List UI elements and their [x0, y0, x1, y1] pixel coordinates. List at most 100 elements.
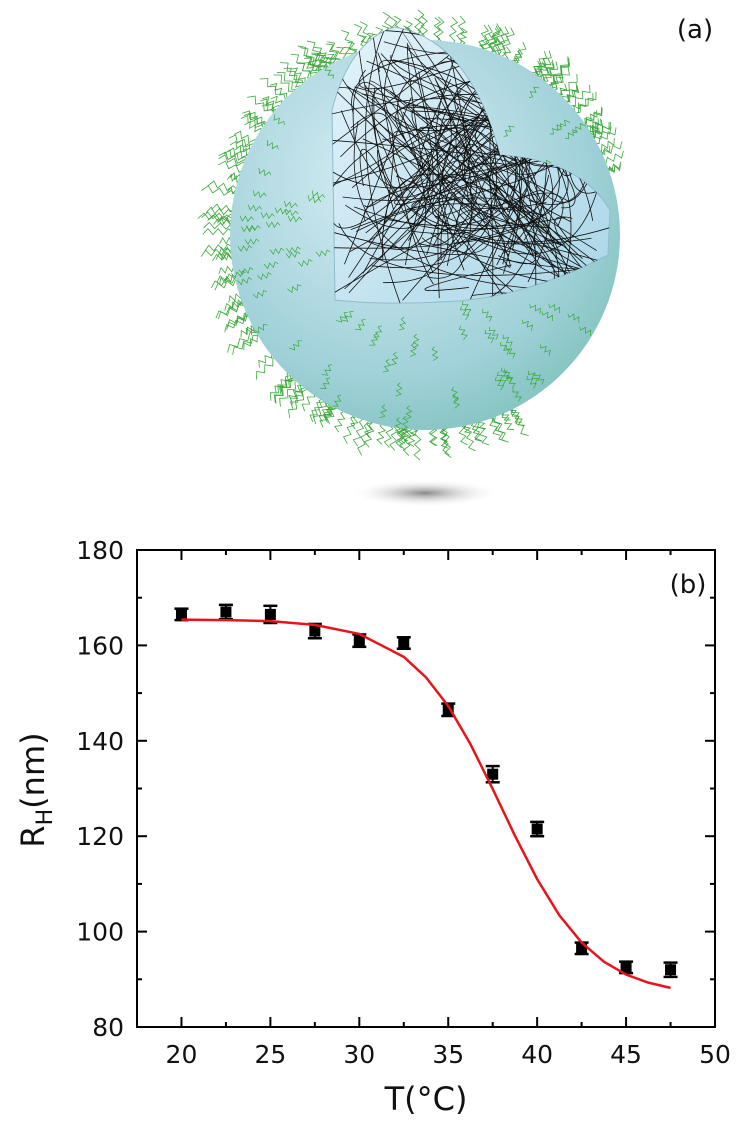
hair	[551, 67, 570, 92]
hair	[379, 404, 387, 419]
hair	[528, 370, 539, 384]
data-point	[396, 636, 411, 650]
hair	[494, 376, 505, 391]
fiber	[361, 93, 518, 163]
hair	[269, 374, 292, 401]
hair	[433, 17, 442, 43]
hair	[262, 95, 281, 110]
hair	[197, 212, 233, 222]
hair	[243, 334, 263, 351]
hair	[413, 428, 422, 461]
hair	[534, 50, 552, 77]
hair	[593, 127, 617, 144]
hair	[478, 24, 490, 52]
hair	[342, 414, 356, 444]
hair	[528, 86, 540, 98]
hair	[300, 47, 321, 74]
hair	[352, 418, 365, 447]
fiber	[460, 203, 539, 253]
hair	[336, 312, 348, 323]
y-tick-label: 140	[76, 727, 124, 756]
hair	[274, 372, 293, 394]
hair	[463, 423, 476, 452]
fiber	[406, 43, 424, 171]
hair	[503, 368, 514, 383]
fiber	[435, 34, 551, 228]
hair	[290, 67, 306, 83]
hair	[319, 52, 332, 66]
hair	[501, 413, 515, 431]
hair	[289, 340, 302, 351]
hair	[574, 91, 597, 114]
hair	[219, 274, 236, 285]
hair	[488, 27, 500, 55]
x-tick-label: 30	[343, 1040, 375, 1069]
hair	[232, 334, 260, 355]
hair	[307, 195, 322, 204]
hair	[303, 61, 318, 77]
hair	[405, 405, 413, 420]
y-tick-label: 80	[92, 1013, 124, 1042]
fiber	[351, 127, 485, 188]
hair	[321, 364, 333, 376]
x-tick-label: 35	[432, 1040, 464, 1069]
y-title-sub: H	[33, 809, 58, 826]
fiber	[338, 223, 610, 276]
hair	[503, 125, 515, 137]
hair	[390, 351, 399, 366]
panel-label: (a)	[677, 15, 713, 45]
hair	[218, 154, 248, 167]
hair	[596, 138, 615, 152]
marker	[175, 608, 187, 620]
hair	[218, 304, 245, 320]
fiber	[332, 150, 560, 249]
hair	[265, 221, 281, 229]
hair	[580, 106, 602, 126]
hair	[260, 212, 275, 220]
hair	[431, 346, 439, 362]
marker	[442, 704, 454, 716]
hair	[355, 318, 366, 331]
hair	[242, 110, 268, 127]
hair	[522, 319, 534, 331]
hair	[573, 93, 594, 114]
plot-frame	[136, 549, 716, 1028]
hair	[491, 416, 507, 442]
hair	[239, 215, 254, 223]
hair	[477, 421, 490, 446]
x-tick-label: 20	[166, 1040, 198, 1069]
shadow	[350, 479, 500, 507]
hair	[286, 246, 301, 254]
fiber	[359, 148, 434, 273]
marker	[309, 625, 321, 637]
hair	[341, 30, 357, 57]
hair	[274, 207, 289, 215]
fiber	[437, 128, 499, 299]
fiber	[455, 168, 569, 244]
hair	[207, 180, 238, 191]
hair	[311, 190, 325, 199]
hair	[501, 27, 515, 57]
hair	[205, 206, 233, 216]
hair	[500, 367, 511, 382]
hair	[511, 407, 526, 426]
hair	[253, 323, 268, 334]
hair	[460, 306, 470, 320]
hair	[319, 402, 334, 428]
fiber	[371, 28, 434, 285]
hair	[201, 211, 237, 221]
marker	[487, 768, 499, 780]
hair	[541, 311, 554, 322]
hair	[461, 300, 472, 315]
hair	[247, 95, 275, 116]
hair	[223, 149, 248, 161]
fiber	[332, 87, 489, 224]
hair	[201, 185, 237, 196]
hair	[382, 359, 391, 373]
hair	[218, 151, 249, 165]
hair	[229, 140, 253, 153]
hair	[448, 16, 459, 46]
marker	[353, 635, 365, 647]
hair	[237, 277, 252, 286]
